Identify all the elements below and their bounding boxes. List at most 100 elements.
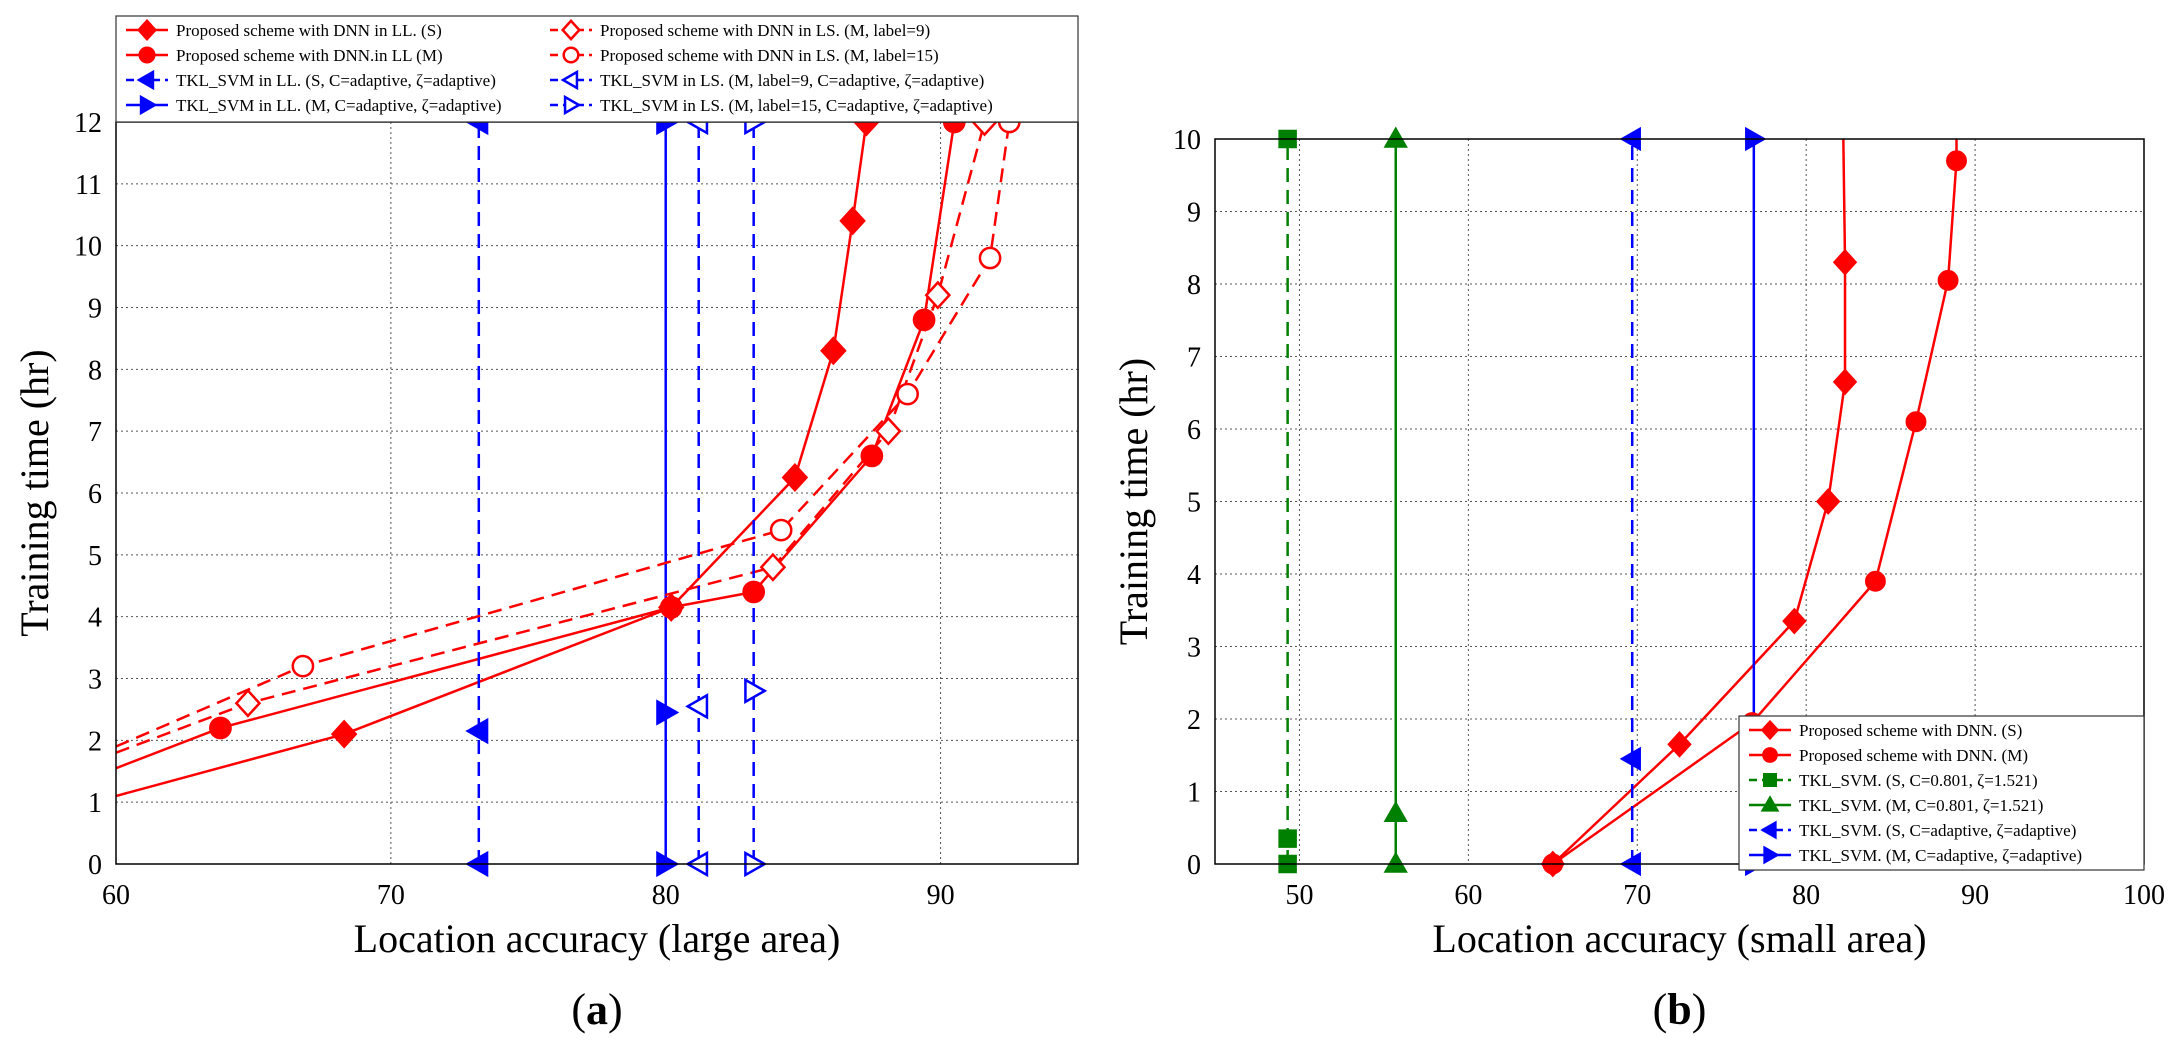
y-tick-label: 1 xyxy=(88,788,102,819)
data-point-s2-3 xyxy=(1864,570,1886,592)
legend-label: TKL_SVM. (M, C=0.801, ζ=1.521) xyxy=(1799,796,2043,815)
legend-label: TKL_SVM in LS. (M, label=15, C=adaptive,… xyxy=(600,96,993,115)
legend-box xyxy=(1738,715,2145,871)
data-point-s6-4 xyxy=(896,382,919,406)
x-axis-title: Location accuracy (small area) xyxy=(1432,916,1926,961)
y-tick-label: 5 xyxy=(1187,488,1201,519)
data-point-s2-5 xyxy=(860,444,884,468)
x-tick-label: 50 xyxy=(1285,880,1313,911)
legend-label: Proposed scheme with DNN in LL. (S) xyxy=(176,21,442,40)
data-point-s2-4 xyxy=(742,580,766,604)
data-point-s3-2 xyxy=(465,717,489,745)
data-point-s5-5 xyxy=(924,280,952,310)
data-point-s2-6 xyxy=(1946,150,1967,172)
data-point-s5-4 xyxy=(875,416,902,446)
x-tick-label: 70 xyxy=(377,880,405,911)
data-point-s1-2 xyxy=(1667,731,1692,758)
legend-marker xyxy=(136,19,158,41)
legend: Proposed scheme with DNN in LL. (S) Propo… xyxy=(115,15,1079,123)
data-point-s1-6 xyxy=(839,206,866,236)
legend-marker xyxy=(563,94,582,116)
legend-label: TKL_SVM in LS. (M, label=9, C=adaptive, … xyxy=(600,71,984,90)
x-tick-label: 90 xyxy=(927,880,955,911)
data-point-s2-5 xyxy=(1937,269,1959,291)
panel-label: (b) xyxy=(1653,985,1707,1034)
series-line-6 xyxy=(116,122,1011,748)
series-line-5 xyxy=(116,122,986,754)
data-point-s1-5 xyxy=(1832,368,1858,396)
legend-marker xyxy=(136,69,155,91)
y-tick-label: 9 xyxy=(1187,198,1201,229)
legend-item: TKL_SVM. (M, C=0.801, ζ=1.521) xyxy=(1749,795,2043,815)
data-point-s1-4 xyxy=(781,463,809,493)
legend-item: TKL_SVM in LS. (M, label=9, C=adaptive, … xyxy=(550,69,984,91)
data-point-s2-6 xyxy=(912,308,936,332)
legend-box xyxy=(115,15,1079,123)
data-point-s1-5 xyxy=(820,336,847,366)
data-point-s2-4 xyxy=(1905,411,1927,433)
y-tick-label: 0 xyxy=(1187,850,1201,881)
legend-marker xyxy=(562,46,580,64)
y-tick-label: 11 xyxy=(75,170,102,201)
legend-label: TKL_SVM. (S, C=adaptive, ζ=adaptive) xyxy=(1799,821,2076,840)
data-point-s4-2 xyxy=(656,699,680,726)
y-tick-label: 3 xyxy=(88,665,102,696)
data-point-s2-3 xyxy=(659,596,683,619)
legend-item: TKL_SVM. (M, C=adaptive, ζ=adaptive) xyxy=(1749,845,2082,865)
legend-item: Proposed scheme with DNN in LS. (M, labe… xyxy=(550,46,939,65)
data-point-s1-2 xyxy=(330,719,358,749)
legend-item: TKL_SVM in LS. (M, label=15, C=adaptive,… xyxy=(550,94,993,116)
data-point-s1-6 xyxy=(1832,248,1858,276)
legend-marker xyxy=(1763,845,1780,865)
y-tick-label: 0 xyxy=(88,850,102,881)
legend-item: Proposed scheme with DNN.in LL (M) xyxy=(126,46,443,65)
legend-label: TKL_SVM. (M, C=adaptive, ζ=adaptive) xyxy=(1799,846,2082,865)
data-point-s6-5 xyxy=(978,246,1002,270)
y-tick-label: 7 xyxy=(1187,343,1201,374)
y-axis-title: Training time (hr) xyxy=(12,349,57,636)
y-tick-label: 4 xyxy=(88,603,102,634)
y-axis-title: Training time (hr) xyxy=(1111,358,1156,645)
y-tick-label: 6 xyxy=(88,479,102,510)
x-tick-label: 70 xyxy=(1623,880,1651,911)
legend-marker xyxy=(138,46,156,64)
y-tick-label: 3 xyxy=(1187,633,1201,664)
legend-label: Proposed scheme with DNN in LS. (M, labe… xyxy=(600,46,939,65)
x-tick-label: 80 xyxy=(652,880,680,911)
x-tick-label: 60 xyxy=(102,880,130,911)
data-point-s4-2 xyxy=(1383,800,1408,822)
legend: Proposed scheme with DNN. (S) Proposed sc… xyxy=(1738,715,2145,871)
legend-label: Proposed scheme with DNN in LS. (M, labe… xyxy=(600,21,930,40)
y-tick-label: 2 xyxy=(1187,705,1201,736)
legend-marker xyxy=(560,69,579,91)
data-point-s6-3 xyxy=(769,518,793,542)
legend-marker xyxy=(1762,772,1778,788)
data-point-s2-2 xyxy=(209,716,232,740)
data-point-s5-3 xyxy=(759,552,787,582)
legend-label: Proposed scheme with DNN. (S) xyxy=(1799,721,2022,740)
y-tick-label: 4 xyxy=(1187,560,1201,591)
y-tick-label: 10 xyxy=(1173,125,1201,156)
panel-label: (a) xyxy=(571,985,622,1034)
data-point-s4-3 xyxy=(1383,126,1408,148)
legend-marker xyxy=(139,94,158,116)
y-tick-label: 8 xyxy=(1187,270,1201,301)
legend-item: Proposed scheme with DNN in LS. (M, labe… xyxy=(550,19,930,41)
y-tick-label: 1 xyxy=(1187,778,1201,809)
y-tick-label: 5 xyxy=(88,541,102,572)
x-tick-label: 60 xyxy=(1454,880,1482,911)
y-tick-label: 8 xyxy=(88,355,102,386)
legend-marker xyxy=(560,19,582,41)
legend-item: Proposed scheme with DNN in LL. (S) xyxy=(126,19,442,41)
legend-item: TKL_SVM in LL. (S, C=adaptive, ζ=adaptiv… xyxy=(126,69,496,91)
legend-marker xyxy=(1760,795,1780,812)
legend-item: Proposed scheme with DNN. (M) xyxy=(1749,746,2028,765)
legend-item: TKL_SVM. (S, C=0.801, ζ=1.521) xyxy=(1749,771,2038,790)
legend-marker xyxy=(1760,719,1780,741)
legend-item: Proposed scheme with DNN. (S) xyxy=(1749,719,2022,741)
data-point-s8-2 xyxy=(744,677,768,705)
legend-label: Proposed scheme with DNN.in LL (M) xyxy=(176,46,443,65)
data-point-s4-1 xyxy=(1383,851,1408,873)
legend-label: TKL_SVM in LL. (S, C=adaptive, ζ=adaptiv… xyxy=(176,71,496,90)
